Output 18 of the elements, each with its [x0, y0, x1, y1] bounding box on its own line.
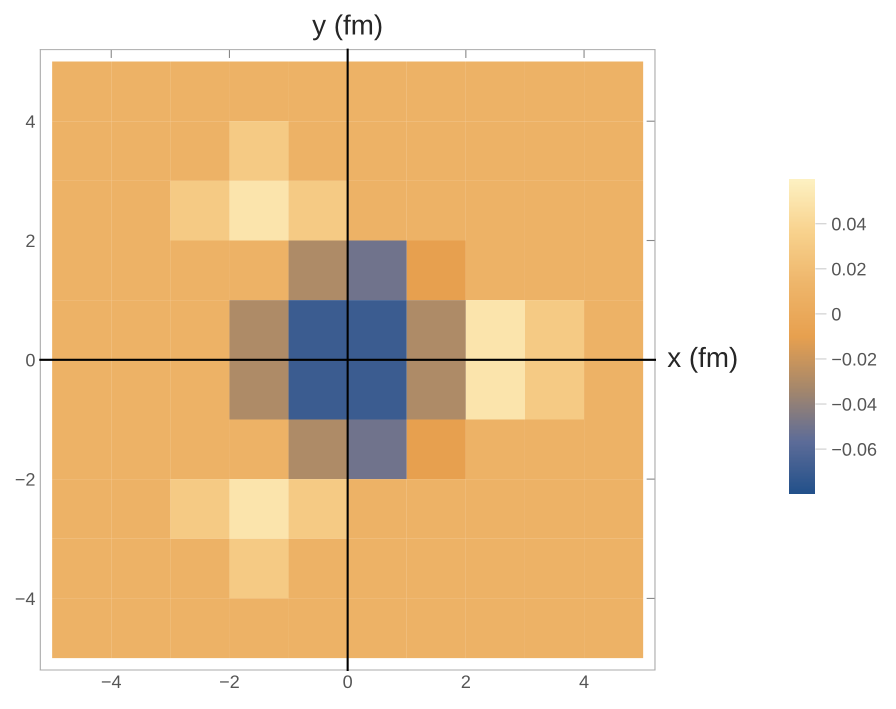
color-bar-label: 0.02 [832, 262, 866, 276]
color-bar-label: −0.04 [832, 398, 876, 411]
x-tick-label: 4 [579, 676, 589, 688]
color-bar-label: 0 [832, 308, 841, 321]
y-tick-label: 2 [26, 234, 35, 248]
x-tick-label: −2 [220, 675, 239, 688]
color-bar-label: −0.02 [832, 352, 876, 366]
y-tick-label: −4 [16, 592, 35, 605]
y-tick-label: 0 [26, 354, 35, 367]
y-axis-title: y (fm) [312, 14, 382, 40]
color-bar-label: 0.04 [832, 218, 866, 230]
x-tick-label: −4 [102, 676, 122, 688]
y-tick-label: −2 [16, 473, 35, 486]
x-tick-label: 2 [462, 675, 470, 688]
y-tick-label: 4 [26, 115, 35, 128]
x-tick-label: 0 [343, 675, 352, 688]
x-axis-title: x (fm) [668, 346, 737, 373]
color-bar-label: −0.06 [832, 443, 876, 456]
